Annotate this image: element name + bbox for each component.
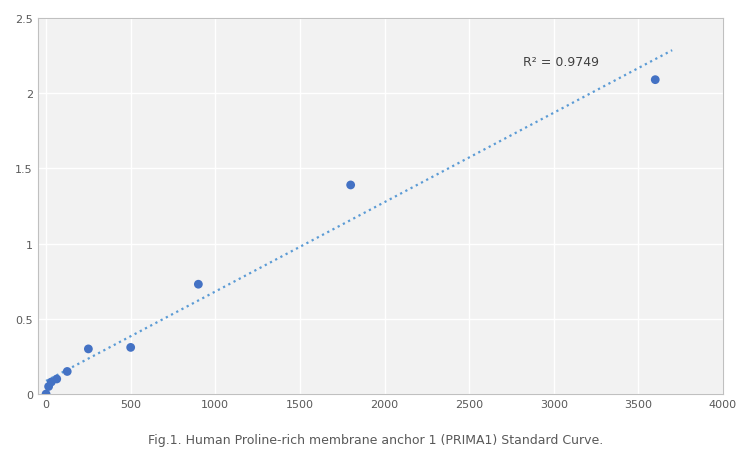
- Point: [45, 378, 57, 386]
- Point: [61, 368, 73, 375]
- Point: [43, 383, 55, 390]
- Point: [125, 344, 137, 351]
- Point: [50, 376, 62, 383]
- Text: R² = 0.9749: R² = 0.9749: [523, 55, 599, 69]
- Point: [83, 345, 95, 353]
- Point: [193, 281, 205, 288]
- Point: [344, 182, 356, 189]
- Point: [40, 391, 52, 398]
- Point: [649, 77, 661, 84]
- Text: Fig.1. Human Proline-rich membrane anchor 1 (PRIMA1) Standard Curve.: Fig.1. Human Proline-rich membrane ancho…: [148, 433, 604, 446]
